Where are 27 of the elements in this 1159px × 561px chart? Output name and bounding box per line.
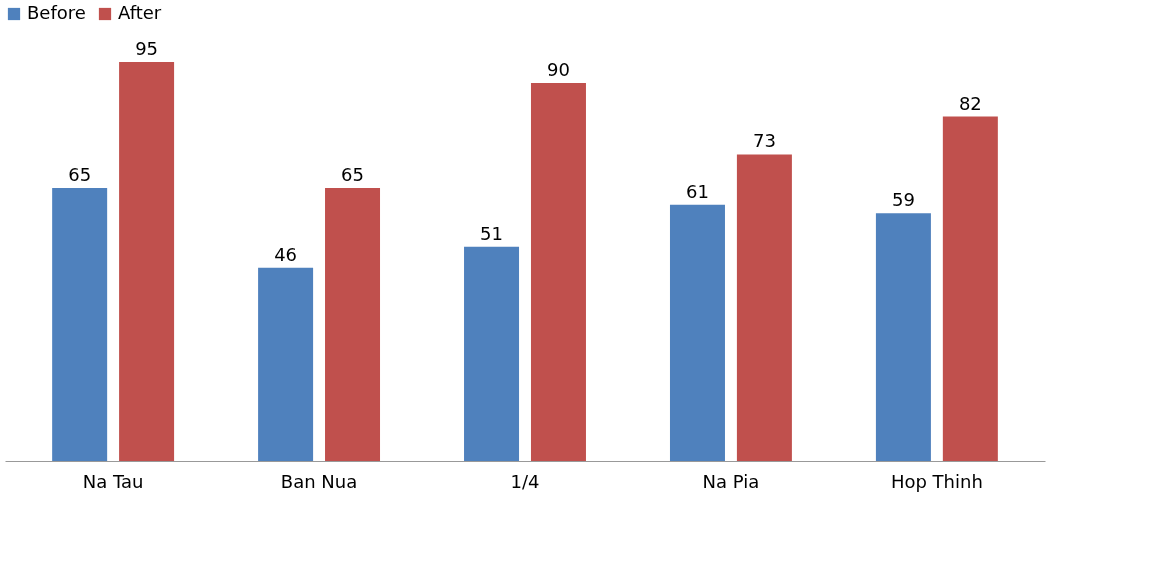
data-label: 51	[480, 222, 503, 244]
data-label: 59	[891, 189, 915, 211]
data-label: 61	[686, 180, 709, 202]
bar	[325, 188, 381, 461]
legend-label: After	[118, 2, 162, 23]
bar	[119, 62, 175, 461]
data-label: 46	[274, 243, 298, 265]
x-tick-label: Hop Thinh	[890, 470, 983, 492]
data-label: 95	[135, 38, 159, 59]
bar	[464, 246, 520, 461]
legend-label: Before	[27, 2, 86, 23]
x-tick-label: Na Pia	[702, 470, 760, 492]
data-label: 73	[752, 130, 776, 152]
bar	[875, 213, 931, 461]
data-label: 82	[958, 92, 982, 114]
x-tick-label: 1/4	[510, 470, 540, 492]
data-label: 65	[68, 164, 92, 185]
bar	[736, 154, 792, 461]
bar	[942, 116, 998, 461]
bar	[258, 267, 314, 461]
bar	[669, 204, 725, 461]
data-label: 65	[341, 164, 364, 185]
data-label: 90	[547, 59, 570, 80]
x-tick-label: Na Tau	[82, 470, 144, 492]
bar	[530, 83, 586, 461]
x-tick-label: Ban Nua	[280, 470, 358, 492]
bar	[52, 188, 108, 461]
